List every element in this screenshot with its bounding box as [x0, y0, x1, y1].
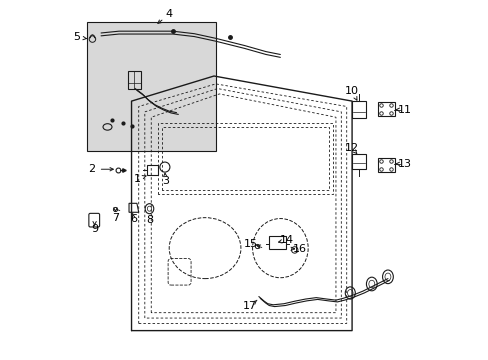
Text: 8: 8 — [145, 215, 153, 225]
Text: 15: 15 — [244, 239, 258, 249]
Bar — [351, 154, 365, 169]
Bar — [377, 158, 394, 172]
Bar — [377, 102, 394, 116]
Text: 4: 4 — [165, 9, 172, 19]
Text: 13: 13 — [397, 159, 411, 169]
Text: 14: 14 — [279, 235, 293, 245]
Text: 16: 16 — [292, 244, 306, 254]
Text: 9: 9 — [91, 225, 98, 234]
Bar — [147, 165, 158, 175]
Text: 6: 6 — [130, 215, 137, 224]
Text: 12: 12 — [345, 143, 358, 153]
Bar — [351, 101, 365, 118]
Bar — [268, 236, 285, 249]
Text: 5: 5 — [73, 32, 80, 42]
Bar — [128, 71, 140, 89]
Text: 11: 11 — [397, 105, 411, 115]
Text: 1: 1 — [133, 174, 140, 184]
Text: 10: 10 — [345, 86, 358, 96]
Text: 7: 7 — [112, 213, 119, 222]
Bar — [86, 22, 215, 151]
Text: 2: 2 — [88, 164, 96, 174]
Text: 3: 3 — [162, 176, 169, 186]
Text: 17: 17 — [243, 301, 256, 311]
